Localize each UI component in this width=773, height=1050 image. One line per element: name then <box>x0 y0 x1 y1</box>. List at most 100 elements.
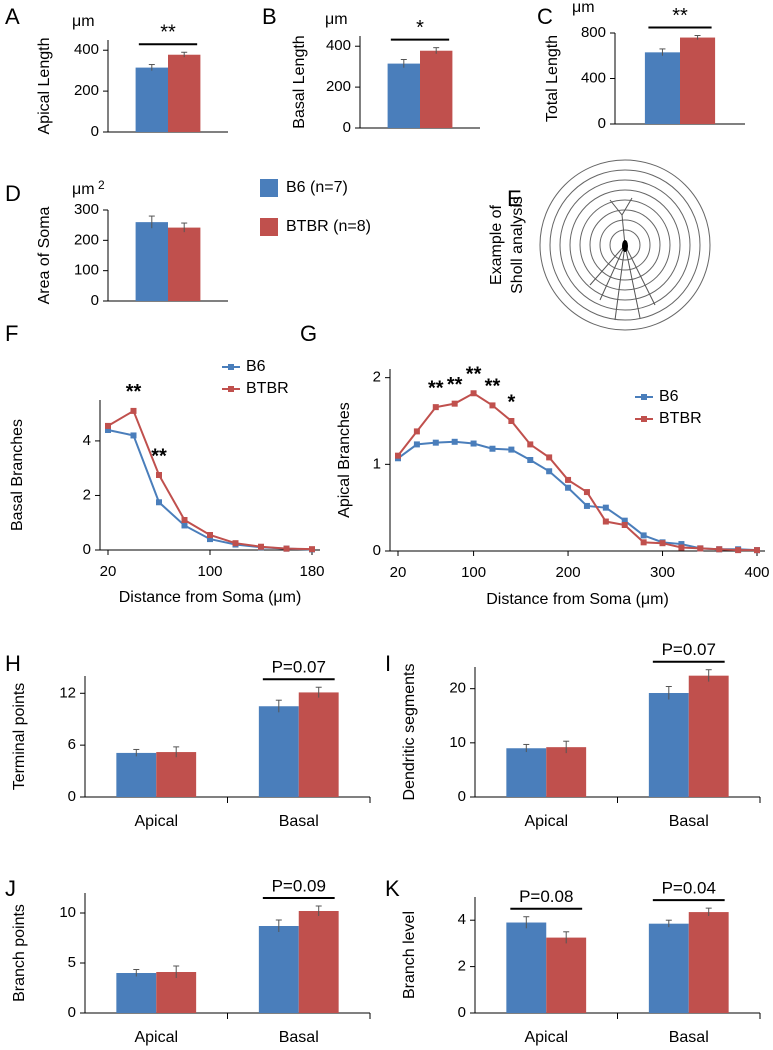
y-tick-label: 10 <box>449 734 466 751</box>
point <box>527 441 534 448</box>
x-tick-label: 200 <box>556 564 581 581</box>
unit-power: 2 <box>98 178 105 192</box>
unit-label: μm <box>72 13 95 30</box>
x-tick-label: 400 <box>744 564 769 581</box>
bar <box>688 912 729 1013</box>
x-tick-label: 100 <box>461 564 486 581</box>
annotation: ** <box>160 22 176 44</box>
point <box>413 441 420 448</box>
series-line <box>107 429 313 551</box>
legend-label: BTBR <box>246 380 289 397</box>
point <box>489 445 496 452</box>
x-tick-label: 20 <box>100 563 117 580</box>
bar <box>648 923 689 1013</box>
point <box>565 476 572 483</box>
y-tick-label: 0 <box>91 123 99 140</box>
point <box>640 532 647 539</box>
bar <box>546 747 587 797</box>
bar <box>258 926 299 1013</box>
y-axis-title: Apical Length <box>36 38 53 135</box>
point <box>735 547 742 554</box>
bar <box>156 752 197 797</box>
y-tick-label: 800 <box>581 24 606 41</box>
y-tick-label: 200 <box>74 82 99 99</box>
point <box>451 400 458 407</box>
y-axis-title: Terminal points <box>11 683 28 791</box>
point <box>207 536 213 543</box>
y-tick-label: 0 <box>373 542 381 559</box>
legend-label: BTBR (n=8) <box>286 218 371 235</box>
y-tick-label: 5 <box>68 954 76 971</box>
panel-letter: G <box>300 321 317 346</box>
point <box>470 440 477 447</box>
x-axis-title: Distance from Soma (μm) <box>486 591 669 608</box>
y-axis-title: Basal Branches <box>9 419 26 531</box>
point <box>754 547 760 554</box>
y-tick-label: 200 <box>326 78 351 95</box>
category-label: Basal <box>279 813 319 830</box>
unit-label: μm <box>72 181 95 198</box>
bar <box>387 63 420 128</box>
point <box>130 432 137 439</box>
y-tick-label: 0 <box>91 292 99 309</box>
y-tick-label: 4 <box>458 911 466 928</box>
legend-label: B6 <box>659 388 679 405</box>
panel-letter: D <box>5 181 21 206</box>
soma <box>622 240 628 252</box>
bar <box>420 50 453 128</box>
point <box>283 545 290 552</box>
y-tick-label: 2 <box>83 486 91 503</box>
y-tick-label: 20 <box>449 680 466 697</box>
x-tick-label: 180 <box>299 563 324 580</box>
point <box>181 517 188 523</box>
point <box>716 546 723 553</box>
y-tick-label: 4 <box>83 432 91 449</box>
point <box>395 452 401 459</box>
y-tick-label: 0 <box>598 115 606 132</box>
y-tick-label: 300 <box>74 201 99 218</box>
category-label: Apical <box>524 1029 568 1046</box>
diagram-caption: Example of <box>488 204 505 285</box>
bar <box>168 227 201 301</box>
point <box>602 504 609 511</box>
y-tick-label: 12 <box>59 684 76 701</box>
diagram-caption: Sholl analysis <box>509 196 526 294</box>
legend-label: BTBR <box>659 410 702 427</box>
bar <box>135 222 168 301</box>
bar <box>506 922 547 1013</box>
legend-label: B6 <box>246 358 266 375</box>
y-tick-label: 400 <box>74 41 99 58</box>
annotation: P=0.08 <box>519 887 573 906</box>
panel-letter: E <box>507 186 522 211</box>
y-tick-label: 2 <box>373 369 381 386</box>
point <box>432 439 439 446</box>
bar <box>546 937 587 1013</box>
panel-letter: B <box>262 4 277 29</box>
point <box>659 540 666 547</box>
y-tick-label: 0 <box>68 788 76 805</box>
legend-swatch <box>260 179 278 197</box>
point <box>470 390 477 397</box>
bar <box>644 52 680 124</box>
y-tick-label: 200 <box>74 231 99 248</box>
point <box>697 545 704 552</box>
panel-letter: J <box>5 876 16 901</box>
y-tick-label: 10 <box>59 904 76 921</box>
bar <box>648 693 689 797</box>
annotation: ** <box>466 364 482 386</box>
annotation: P=0.07 <box>272 658 326 677</box>
category-label: Basal <box>669 813 709 830</box>
category-label: Apical <box>134 1029 178 1046</box>
point <box>527 457 534 463</box>
point <box>546 454 553 461</box>
point <box>156 472 162 478</box>
annotation: ** <box>126 381 142 403</box>
point <box>105 422 111 429</box>
point <box>413 428 420 435</box>
point <box>432 404 439 411</box>
bar <box>156 972 197 1013</box>
legend-marker <box>228 364 234 370</box>
y-tick-label: 0 <box>458 1004 466 1021</box>
series-line <box>107 409 313 551</box>
x-tick-label: 20 <box>390 564 407 581</box>
